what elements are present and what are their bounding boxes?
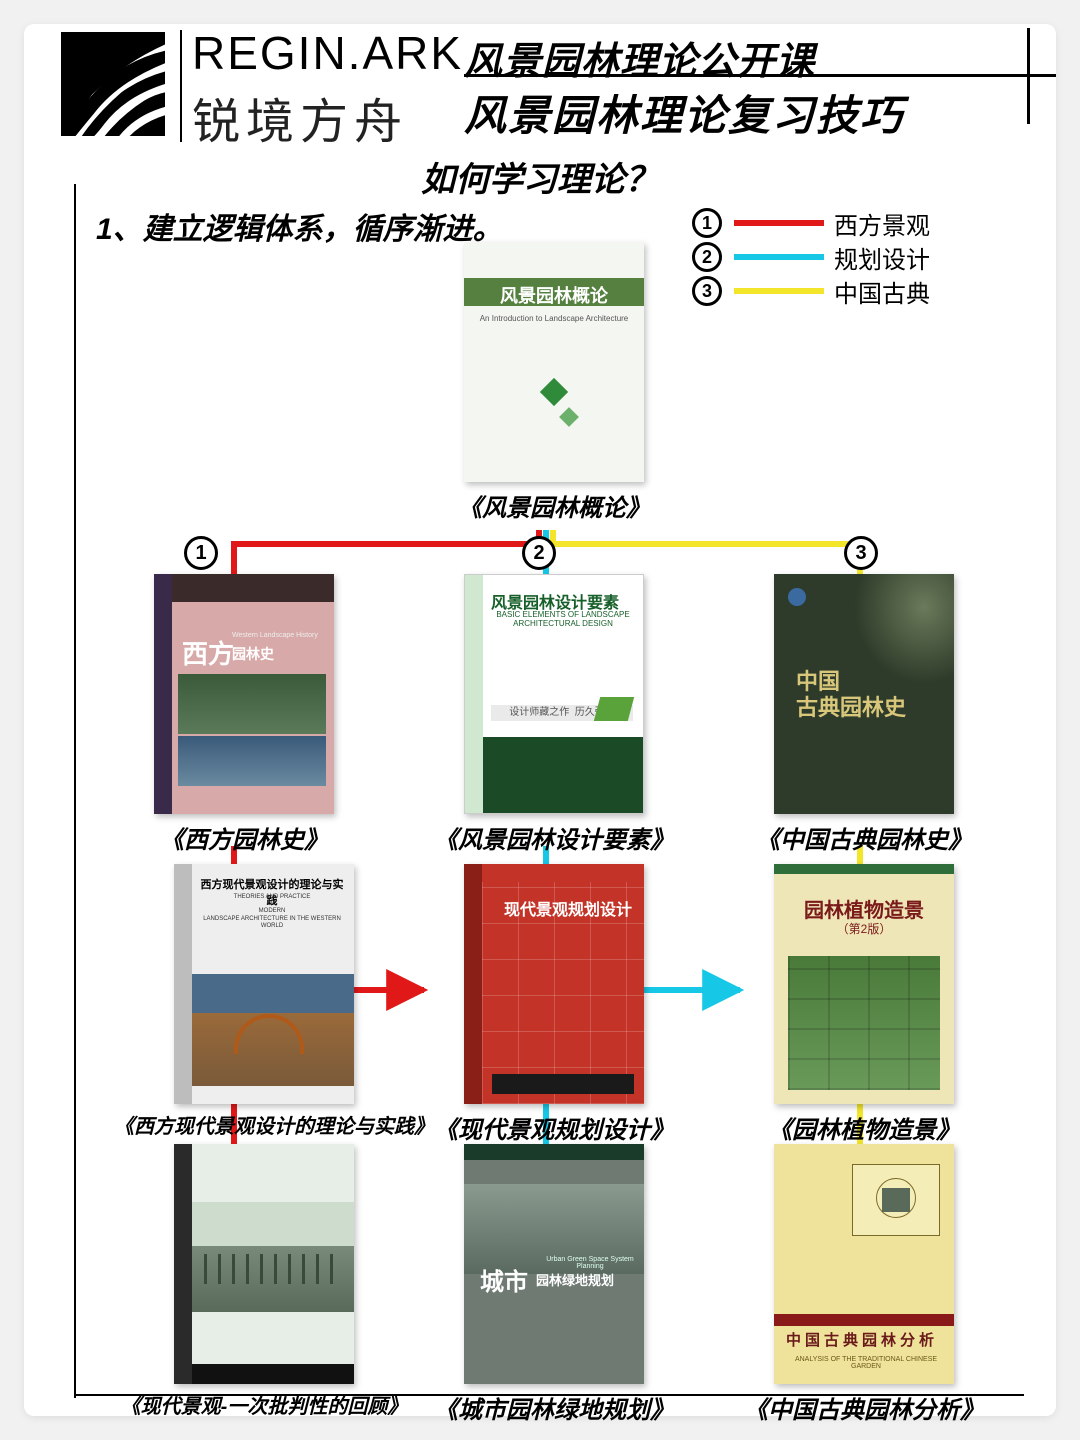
book-caption: 《风景园林设计要素》	[424, 820, 684, 855]
book-caption: 《城市园林绿地规划》	[424, 1390, 684, 1425]
book-caption: 《现代景观规划设计》	[424, 1110, 684, 1145]
book-node: 城市 园林绿地规划 Urban Green Space System Plann…	[424, 1144, 684, 1425]
book-caption: 《园林植物造景》	[734, 1110, 994, 1145]
book-caption: 《中国古典园林史》	[734, 820, 994, 855]
book-cover: 城市 园林绿地规划 Urban Green Space System Plann…	[464, 1144, 644, 1384]
branch-badge-2: 2	[522, 536, 556, 570]
book-node: 现代景观规划设计 《现代景观规划设计》	[424, 864, 684, 1145]
book-node: 西方 园林史 Western Landscape History 《西方园林史》	[114, 574, 374, 855]
book-cover: 风景园林设计要素 BASIC ELEMENTS OF LANDSCAPEARCH…	[464, 574, 644, 814]
branch-badge-1: 1	[184, 536, 218, 570]
book-caption: 《中国古典园林分析》	[734, 1390, 994, 1425]
page: REGIN.ARK 锐境方舟 风景园林理论公开课 风景园林理论复习技巧 如何学习…	[24, 24, 1056, 1416]
book-cover: 现代景观规划设计	[464, 864, 644, 1104]
book-caption: 《风景园林概论》	[424, 488, 684, 523]
book-cover: 风景园林概论 An Introduction to Landscape Arch…	[464, 242, 644, 482]
book-node: 园林植物造景 （第2版） 《园林植物造景》	[734, 864, 994, 1145]
book-cover: 西方 园林史 Western Landscape History	[154, 574, 334, 814]
branch-badge-3: 3	[844, 536, 878, 570]
book-node: 西方现代景观设计的理论与实践 THEORIES AND PRACTICEOFMO…	[114, 864, 414, 1139]
flowchart: 风景园林概论 An Introduction to Landscape Arch…	[24, 24, 1056, 1416]
book-node: 风景园林设计要素 BASIC ELEMENTS OF LANDSCAPEARCH…	[424, 574, 684, 855]
book-caption: 《现代景观-一次批判性的回顾》	[114, 1390, 414, 1419]
book-caption: 《西方园林史》	[114, 820, 374, 855]
book-cover	[174, 1144, 354, 1384]
book-cover: 园林植物造景 （第2版）	[774, 864, 954, 1104]
book-node: 中国 古典园林史 《中国古典园林史》	[734, 574, 994, 855]
book-cover: 西方现代景观设计的理论与实践 THEORIES AND PRACTICEOFMO…	[174, 864, 354, 1104]
book-node: 中国古典园林分析 ANALYSIS OF THE TRADITIONAL CHI…	[734, 1144, 994, 1425]
book-cover: 中国古典园林分析 ANALYSIS OF THE TRADITIONAL CHI…	[774, 1144, 954, 1384]
book-cover: 中国 古典园林史	[774, 574, 954, 814]
book-caption: 《西方现代景观设计的理论与实践》	[114, 1110, 414, 1139]
book-node-root: 风景园林概论 An Introduction to Landscape Arch…	[424, 242, 684, 523]
book-node: 《现代景观-一次批判性的回顾》	[114, 1144, 414, 1419]
